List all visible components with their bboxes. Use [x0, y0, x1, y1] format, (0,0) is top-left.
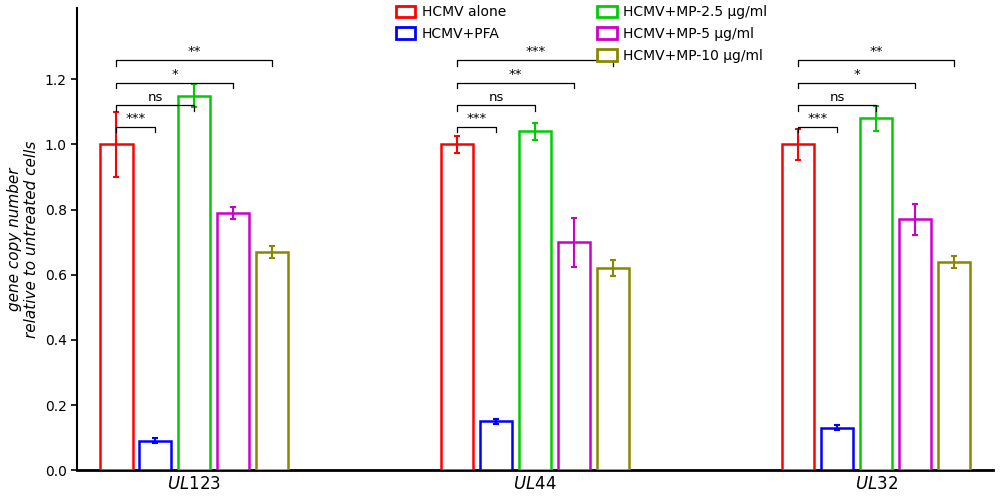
Text: ***: ***	[126, 112, 146, 125]
Bar	[217, 213, 249, 470]
Text: ns: ns	[148, 91, 163, 104]
Bar	[938, 262, 970, 470]
Bar	[178, 96, 210, 470]
Bar	[860, 118, 892, 470]
Text: **: **	[187, 45, 201, 58]
Text: ns: ns	[829, 91, 845, 104]
Bar	[782, 144, 814, 470]
Y-axis label: gene copy number
relative to untreated cells: gene copy number relative to untreated c…	[7, 140, 39, 338]
Bar	[597, 268, 629, 470]
Text: **: **	[509, 68, 522, 81]
Bar	[441, 144, 473, 470]
Text: ***: ***	[808, 112, 828, 125]
Text: ***: ***	[525, 45, 545, 58]
Bar	[480, 422, 512, 470]
Bar	[100, 144, 133, 470]
Bar	[899, 220, 931, 470]
Text: ***: ***	[467, 112, 487, 125]
Bar	[558, 242, 590, 470]
Text: **: **	[869, 45, 883, 58]
Legend: HCMV+MP-2.5 μg/ml, HCMV+MP-5 μg/ml, HCMV+MP-10 μg/ml: HCMV+MP-2.5 μg/ml, HCMV+MP-5 μg/ml, HCMV…	[597, 6, 768, 62]
Bar	[821, 428, 853, 470]
Bar	[519, 132, 551, 470]
Bar	[256, 252, 288, 470]
Bar	[139, 441, 171, 470]
Text: *: *	[171, 68, 178, 81]
Text: ns: ns	[489, 91, 504, 104]
Text: *: *	[853, 68, 860, 81]
